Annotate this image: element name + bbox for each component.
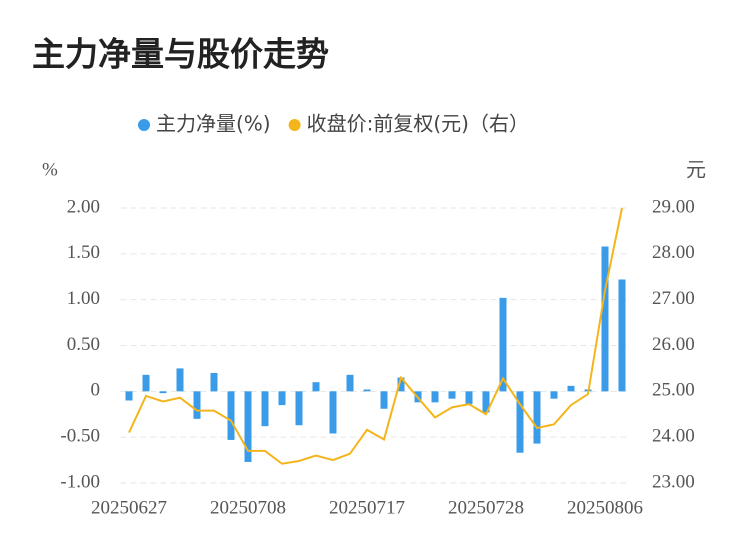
bar bbox=[618, 279, 626, 392]
bar bbox=[125, 391, 133, 401]
y-tick-label: 0.50 bbox=[67, 334, 100, 355]
bar bbox=[567, 385, 575, 392]
bar bbox=[278, 391, 286, 406]
bar bbox=[193, 391, 201, 419]
bar bbox=[295, 391, 303, 426]
bar bbox=[550, 391, 558, 399]
bar bbox=[601, 246, 609, 392]
y-tick-label: 0 bbox=[91, 380, 101, 401]
x-tick-label: 20250728 bbox=[448, 497, 524, 518]
y2-tick-label: 23.00 bbox=[652, 471, 695, 492]
x-tick-label: 20250717 bbox=[329, 497, 405, 518]
bar bbox=[142, 374, 150, 392]
bar bbox=[533, 391, 541, 444]
y2-axis-label: 元 bbox=[686, 158, 706, 182]
y-tick-label: 2.00 bbox=[67, 196, 100, 217]
x-tick-label: 20250627 bbox=[91, 497, 167, 518]
bar bbox=[176, 368, 184, 392]
bar bbox=[516, 391, 524, 453]
y-axis-label: % bbox=[42, 159, 58, 180]
legend-label: 主力净量(%) bbox=[156, 112, 271, 136]
bar bbox=[261, 391, 269, 427]
bar bbox=[346, 374, 354, 392]
y2-tick-label: 29.00 bbox=[652, 196, 695, 217]
bar bbox=[482, 391, 490, 413]
chart-title: 主力净量与股价走势 bbox=[32, 35, 329, 74]
y-tick-label: -0.50 bbox=[60, 426, 100, 447]
bar bbox=[499, 297, 507, 392]
y-tick-label: 1.50 bbox=[67, 242, 100, 263]
bar bbox=[312, 382, 320, 392]
bar bbox=[244, 391, 252, 462]
bar bbox=[397, 377, 405, 392]
y2-tick-label: 24.00 bbox=[652, 426, 695, 447]
bar bbox=[210, 373, 218, 392]
y-tick-label: -1.00 bbox=[60, 471, 100, 492]
y2-tick-label: 27.00 bbox=[652, 288, 695, 309]
bar bbox=[159, 391, 167, 394]
legend-marker bbox=[288, 119, 301, 131]
bar bbox=[448, 391, 456, 399]
legend-marker bbox=[138, 119, 150, 131]
price-line bbox=[128, 207, 623, 465]
y2-tick-label: 26.00 bbox=[652, 334, 695, 355]
y-tick-label: 1.00 bbox=[67, 288, 100, 309]
bar bbox=[465, 391, 473, 405]
bar bbox=[380, 391, 388, 409]
y2-tick-label: 28.00 bbox=[652, 242, 695, 263]
bar bbox=[227, 391, 235, 440]
bar bbox=[329, 391, 337, 434]
x-tick-label: 20250708 bbox=[210, 497, 286, 518]
y2-tick-label: 25.00 bbox=[652, 380, 695, 401]
bar bbox=[431, 391, 439, 403]
legend-label: 收盘价:前复权(元)（右） bbox=[307, 112, 529, 136]
bar bbox=[363, 389, 371, 392]
x-tick-label: 20250806 bbox=[567, 497, 643, 518]
